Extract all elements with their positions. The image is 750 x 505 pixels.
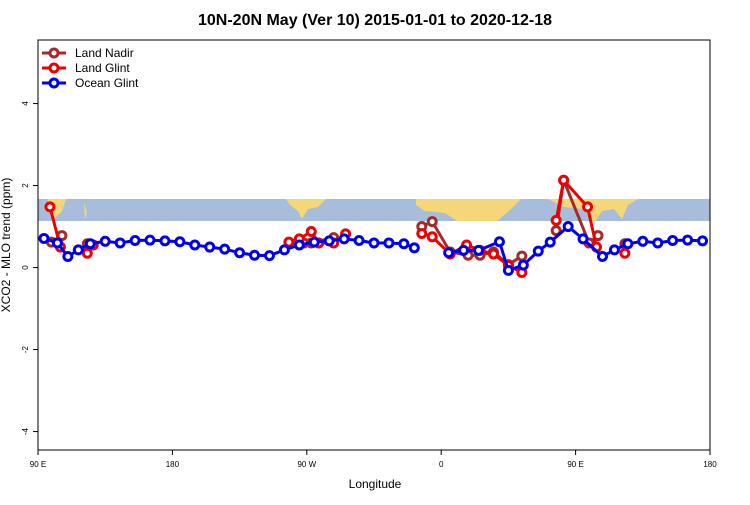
point xyxy=(426,216,438,228)
point xyxy=(562,221,574,233)
point xyxy=(517,259,529,271)
point xyxy=(596,250,608,262)
series xyxy=(46,176,629,276)
point xyxy=(189,239,201,251)
point xyxy=(305,225,317,237)
point xyxy=(293,239,305,251)
point xyxy=(532,245,544,257)
point xyxy=(283,236,295,248)
legend-label: Land Glint xyxy=(75,61,130,75)
point xyxy=(249,249,261,261)
point xyxy=(426,231,438,243)
point xyxy=(502,264,514,276)
legend-swatch-point xyxy=(48,77,60,89)
map-strip xyxy=(38,199,710,223)
point xyxy=(81,247,93,259)
point xyxy=(592,230,604,242)
series-line xyxy=(50,180,625,272)
point xyxy=(473,244,485,256)
y-axis-label: XCO2 - MLO trend (ppm) xyxy=(0,178,13,313)
point xyxy=(608,244,620,256)
point xyxy=(416,228,428,240)
series xyxy=(38,221,709,276)
point xyxy=(38,232,50,244)
point xyxy=(622,238,634,250)
point xyxy=(582,201,594,213)
x-tick-label: 90 E xyxy=(567,460,583,469)
point xyxy=(619,247,631,259)
point xyxy=(56,230,68,242)
point xyxy=(408,242,420,254)
point xyxy=(558,174,570,186)
point xyxy=(129,234,141,246)
legend-label: Land Nadir xyxy=(75,46,134,60)
legend-label: Ocean Glint xyxy=(75,76,139,90)
point xyxy=(62,250,74,262)
point xyxy=(114,237,126,249)
x-tick-label: 180 xyxy=(166,460,180,469)
y-tick-label: -2 xyxy=(21,345,30,353)
point xyxy=(308,236,320,248)
x-axis-label: Longitude xyxy=(349,477,402,491)
y-tick-label: 2 xyxy=(21,183,30,188)
point xyxy=(219,243,231,255)
series-line xyxy=(43,224,703,273)
point xyxy=(338,233,350,245)
point xyxy=(144,234,156,246)
point xyxy=(458,244,470,256)
point xyxy=(368,237,380,249)
x-tick-label: 90 W xyxy=(297,460,316,469)
point xyxy=(682,234,694,246)
point xyxy=(383,237,395,249)
point xyxy=(487,248,499,260)
point xyxy=(204,241,216,253)
point xyxy=(697,235,709,247)
y-tick-label: -4 xyxy=(21,427,30,435)
legend-swatch-point xyxy=(48,62,60,74)
point xyxy=(159,235,171,247)
point xyxy=(544,236,556,248)
point xyxy=(398,238,410,250)
x-tick-label: 180 xyxy=(703,460,717,469)
point xyxy=(637,235,649,247)
point xyxy=(443,247,455,259)
point xyxy=(323,235,335,247)
point xyxy=(550,225,562,237)
point xyxy=(234,247,246,259)
point xyxy=(652,237,664,249)
x-tick-label: 90 E xyxy=(30,460,46,469)
point xyxy=(667,234,679,246)
x-tick-label: 0 xyxy=(439,460,444,469)
point xyxy=(263,250,275,262)
point xyxy=(174,236,186,248)
chart-title: 10N-20N May (Ver 10) 2015-01-01 to 2020-… xyxy=(198,12,552,29)
point xyxy=(516,250,528,262)
point xyxy=(493,236,505,248)
point xyxy=(72,244,84,256)
point xyxy=(353,234,365,246)
point xyxy=(84,238,96,250)
point xyxy=(99,235,111,247)
y-tick-label: 0 xyxy=(21,265,30,270)
point xyxy=(51,237,63,249)
point xyxy=(44,201,56,213)
legend-swatch-point xyxy=(48,47,60,59)
point xyxy=(550,214,562,226)
y-tick-label: 4 xyxy=(21,101,30,106)
plot-frame xyxy=(37,39,711,451)
point xyxy=(577,233,589,245)
point xyxy=(278,244,290,256)
